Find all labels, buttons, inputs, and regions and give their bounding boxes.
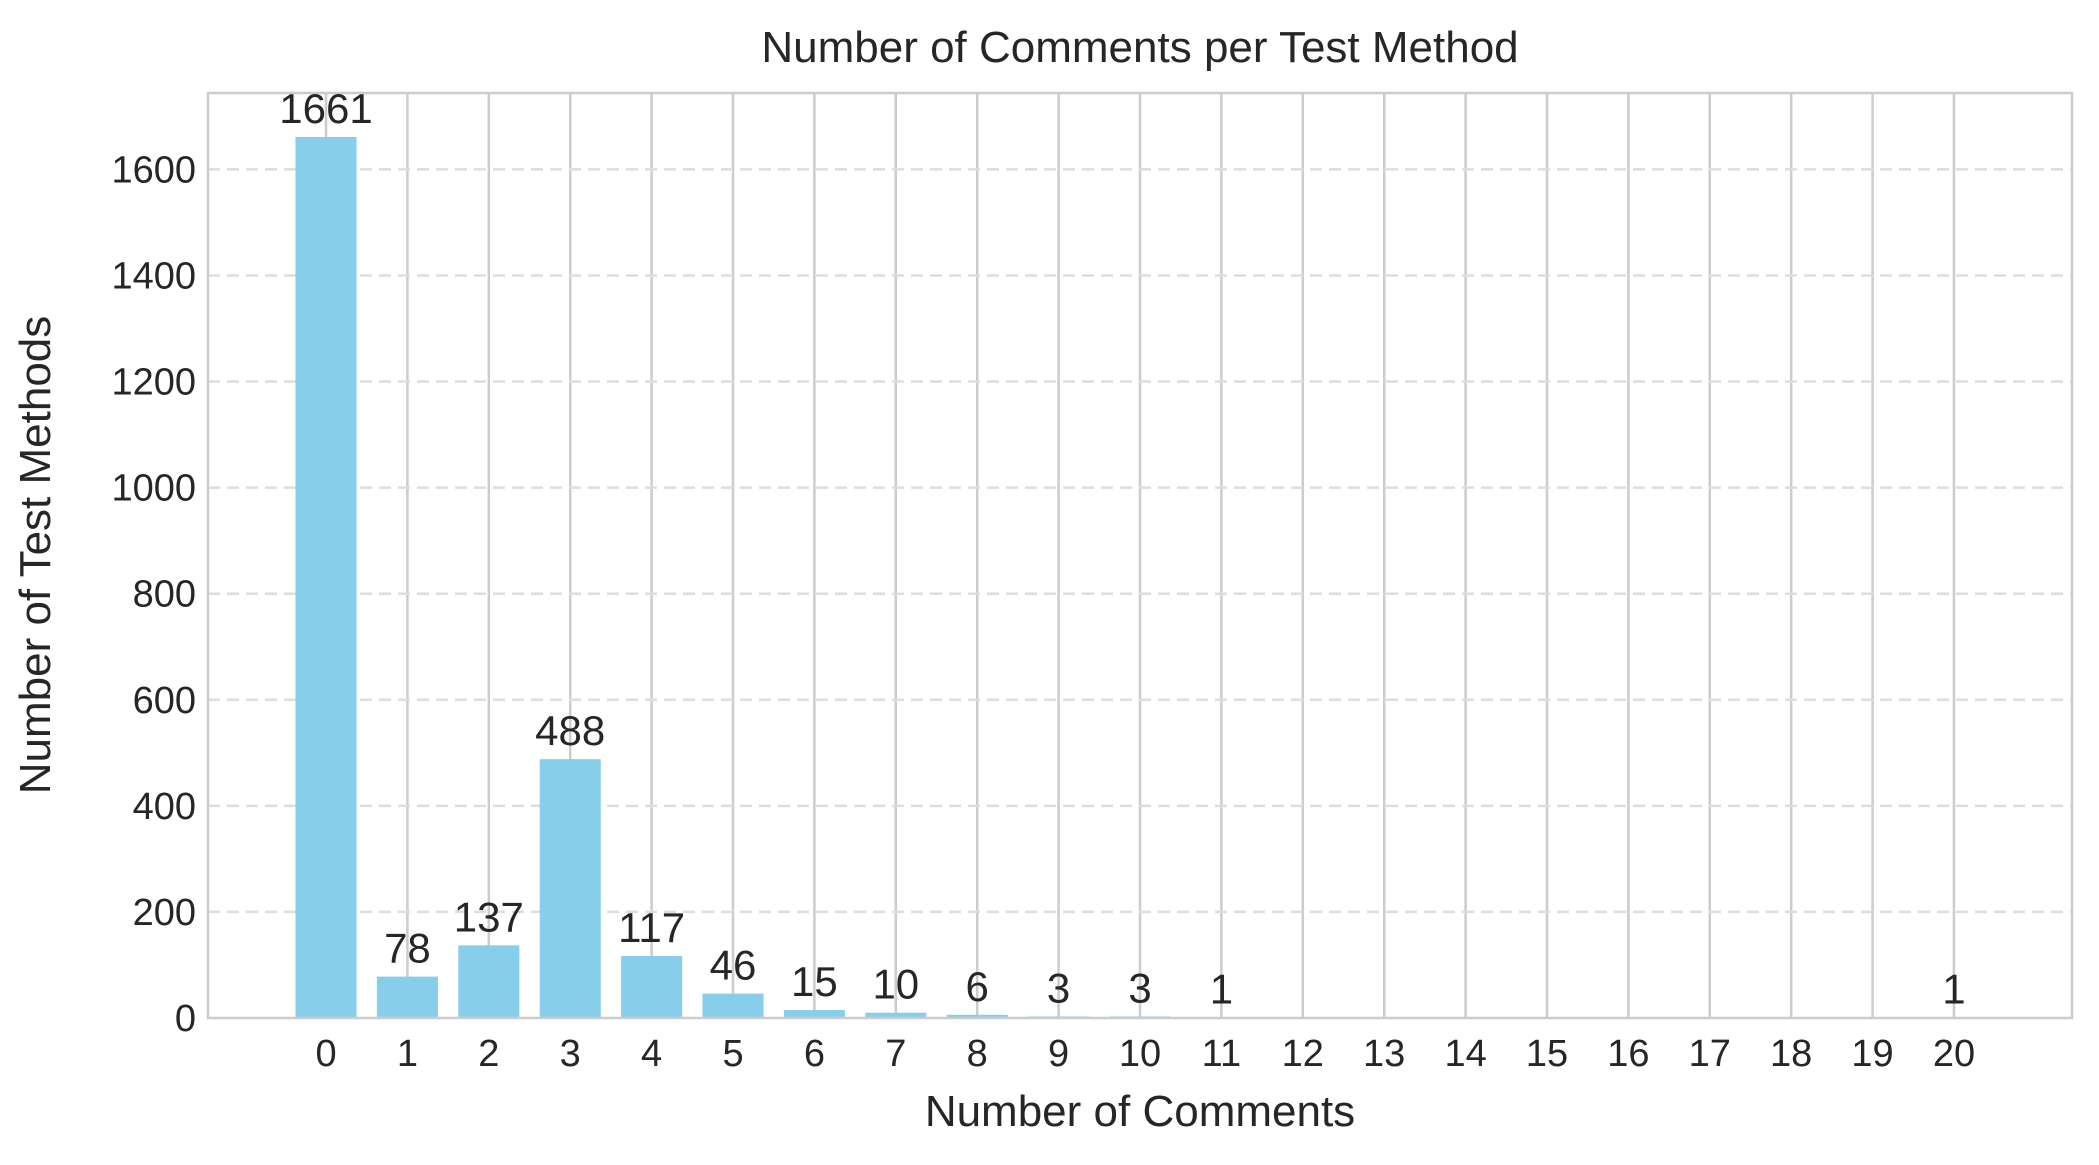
bar-value-label-10: 3	[1128, 964, 1151, 1011]
y-tick-labels: 0 200 400 600 800 1000 1200 1400 1600	[111, 149, 196, 1040]
bar-value-label-0: 1661	[279, 85, 372, 132]
y-tick-label: 800	[133, 574, 196, 616]
y-tick-label: 600	[133, 680, 196, 722]
y-grid	[208, 168, 2072, 914]
bar-4	[621, 955, 683, 1018]
chart-title: Number of Comments per Test Method	[761, 23, 1518, 72]
plot-frame	[206, 91, 2074, 1020]
x-tick-label: 13	[1363, 1033, 1405, 1075]
y-tick-label: 1000	[111, 468, 196, 510]
x-tick-label: 2	[478, 1033, 499, 1075]
x-tick-labels: 0 1 2 3 4 5 6 7 8 9 10 11 12 13 14 15 16 17 18 19 20	[315, 1033, 1975, 1075]
bar-value-label-6: 15	[791, 958, 838, 1005]
y-tick-label: 1400	[111, 255, 196, 297]
bar-value-label-2: 137	[454, 893, 524, 940]
x-tick-label: 18	[1770, 1033, 1812, 1075]
bar-value-label-7: 10	[872, 961, 919, 1008]
x-grid	[324, 93, 1956, 1018]
bar-value-label-8: 6	[966, 963, 989, 1010]
bar-5	[702, 993, 764, 1018]
x-tick-label: 19	[1851, 1033, 1893, 1075]
x-tick-label: 7	[885, 1033, 906, 1075]
data-labels: 1661 78 137 488 117 46 15 10 6 3 3 1 1	[279, 85, 1965, 1012]
x-tick-label: 9	[1048, 1033, 1069, 1075]
x-tick-label: 1	[397, 1033, 418, 1075]
x-tick-label: 12	[1282, 1033, 1324, 1075]
x-tick-label: 14	[1444, 1033, 1486, 1075]
bar-1	[376, 976, 438, 1018]
x-tick-label: 10	[1119, 1033, 1161, 1075]
y-tick-label: 1200	[111, 362, 196, 404]
x-tick-label: 4	[641, 1033, 662, 1075]
bar-2	[458, 945, 520, 1018]
x-tick-label: 5	[722, 1033, 743, 1075]
bar-value-label-20: 1	[1942, 965, 1965, 1012]
x-tick-label: 0	[315, 1033, 336, 1075]
bar-value-label-3: 488	[535, 707, 605, 754]
y-tick-label: 0	[175, 998, 196, 1040]
bar-8	[946, 1014, 1008, 1018]
bar-value-label-9: 3	[1047, 964, 1070, 1011]
bar-6	[783, 1010, 845, 1018]
y-tick-label: 200	[133, 892, 196, 934]
x-tick-label: 11	[1202, 1033, 1241, 1075]
x-tick-label: 16	[1607, 1033, 1649, 1075]
bar-value-label-1: 78	[384, 925, 431, 972]
bar-value-label-11: 1	[1210, 965, 1233, 1012]
x-tick-label: 8	[967, 1033, 988, 1075]
x-tick-label: 15	[1526, 1033, 1568, 1075]
bar-0	[295, 137, 357, 1019]
y-tick-label: 1600	[111, 149, 196, 191]
x-tick-label: 17	[1689, 1033, 1731, 1075]
y-axis-title: Number of Test Methods	[11, 316, 60, 795]
x-tick-label: 6	[804, 1033, 825, 1075]
bar-3	[539, 759, 601, 1018]
x-axis-title: Number of Comments	[925, 1087, 1355, 1136]
x-tick-label: 3	[560, 1033, 581, 1075]
x-tick-label: 20	[1933, 1033, 1975, 1075]
bar-value-label-4: 117	[618, 904, 685, 951]
bars	[295, 137, 1985, 1019]
bar-value-label-5: 46	[710, 942, 757, 989]
bar-7	[865, 1012, 927, 1018]
y-tick-label: 400	[133, 786, 196, 828]
